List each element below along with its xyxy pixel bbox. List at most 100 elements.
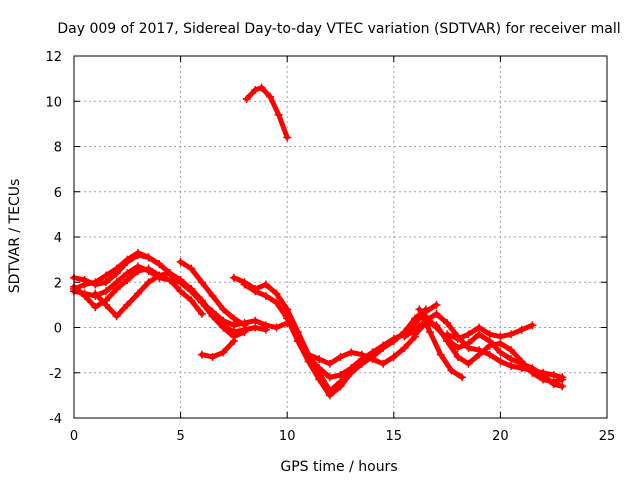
data-point bbox=[272, 289, 281, 298]
data-point bbox=[453, 343, 462, 352]
data-point bbox=[485, 330, 494, 339]
y-tick-label: 8 bbox=[54, 141, 62, 156]
data-point bbox=[325, 359, 334, 368]
series-group bbox=[70, 83, 567, 400]
data-point bbox=[336, 371, 345, 380]
y-tick-label: 12 bbox=[45, 50, 62, 65]
data-point bbox=[389, 334, 398, 343]
data-point bbox=[549, 380, 558, 389]
data-point bbox=[432, 309, 441, 318]
data-point bbox=[112, 285, 121, 294]
data-point bbox=[426, 328, 435, 337]
data-point bbox=[315, 375, 324, 384]
data-point bbox=[507, 355, 516, 364]
data-point bbox=[549, 371, 558, 380]
data-point bbox=[112, 312, 121, 321]
data-point bbox=[123, 300, 132, 309]
data-point bbox=[165, 269, 174, 278]
data-point bbox=[251, 85, 260, 94]
data-point bbox=[261, 291, 270, 300]
data-point bbox=[357, 350, 366, 359]
data-point bbox=[411, 330, 420, 339]
data-point bbox=[443, 330, 452, 339]
data-point bbox=[165, 275, 174, 284]
data-point bbox=[229, 314, 238, 323]
data-point bbox=[123, 255, 132, 264]
data-point bbox=[176, 287, 185, 296]
data-point bbox=[242, 94, 251, 103]
data-point bbox=[517, 325, 526, 334]
data-point bbox=[432, 300, 441, 309]
data-point bbox=[475, 330, 484, 339]
data-point bbox=[411, 314, 420, 323]
data-point bbox=[447, 366, 456, 375]
data-point bbox=[133, 289, 142, 298]
data-point bbox=[400, 332, 409, 341]
data-point bbox=[379, 341, 388, 350]
data-point bbox=[496, 339, 505, 348]
series-track-l bbox=[304, 328, 420, 382]
data-point bbox=[415, 305, 424, 314]
y-tick-label: 0 bbox=[54, 322, 62, 337]
data-point bbox=[133, 248, 142, 257]
data-point bbox=[400, 343, 409, 352]
x-tick-label: 10 bbox=[279, 429, 296, 444]
data-point bbox=[443, 318, 452, 327]
data-point bbox=[283, 314, 292, 323]
data-point bbox=[347, 364, 356, 373]
data-point bbox=[485, 337, 494, 346]
data-point bbox=[197, 309, 206, 318]
data-point bbox=[436, 350, 445, 359]
data-point bbox=[558, 375, 567, 384]
data-point bbox=[176, 257, 185, 266]
series-track-c bbox=[70, 264, 206, 318]
x-tick-label: 25 bbox=[599, 429, 616, 444]
data-point bbox=[315, 355, 324, 364]
data-point bbox=[293, 337, 302, 346]
data-point bbox=[187, 285, 196, 294]
data-point bbox=[304, 352, 313, 361]
data-point bbox=[539, 371, 548, 380]
data-point bbox=[101, 300, 110, 309]
data-point bbox=[453, 352, 462, 361]
data-point bbox=[219, 305, 228, 314]
data-point bbox=[517, 359, 526, 368]
data-point bbox=[464, 359, 473, 368]
data-point bbox=[458, 373, 467, 382]
data-point bbox=[144, 253, 153, 262]
y-tick-label: -4 bbox=[49, 412, 62, 427]
y-axis-label: SDTVAR / TECUs bbox=[7, 179, 23, 294]
data-point bbox=[507, 330, 516, 339]
series-track-p bbox=[415, 305, 467, 382]
data-point bbox=[496, 332, 505, 341]
data-point bbox=[315, 364, 324, 373]
data-point bbox=[272, 323, 281, 332]
data-point bbox=[144, 264, 153, 273]
data-point bbox=[155, 260, 164, 269]
data-point bbox=[389, 352, 398, 361]
data-point bbox=[336, 382, 345, 391]
data-point bbox=[274, 110, 283, 119]
x-tick-label: 0 bbox=[70, 429, 78, 444]
data-point bbox=[229, 337, 238, 346]
data-point bbox=[176, 275, 185, 284]
x-tick-label: 15 bbox=[386, 429, 403, 444]
data-point bbox=[197, 350, 206, 359]
data-point bbox=[112, 264, 121, 273]
data-point bbox=[101, 271, 110, 280]
data-point bbox=[101, 287, 110, 296]
y-tick-label: 10 bbox=[45, 95, 62, 110]
series-track-g bbox=[197, 337, 238, 361]
data-point bbox=[464, 339, 473, 348]
data-point bbox=[272, 298, 281, 307]
data-point bbox=[155, 271, 164, 280]
data-point bbox=[379, 359, 388, 368]
data-point bbox=[475, 350, 484, 359]
data-point bbox=[528, 321, 537, 330]
data-point bbox=[208, 291, 217, 300]
series-track-f bbox=[176, 257, 249, 330]
data-point bbox=[257, 83, 266, 92]
data-point bbox=[208, 352, 217, 361]
data-point bbox=[283, 133, 292, 142]
